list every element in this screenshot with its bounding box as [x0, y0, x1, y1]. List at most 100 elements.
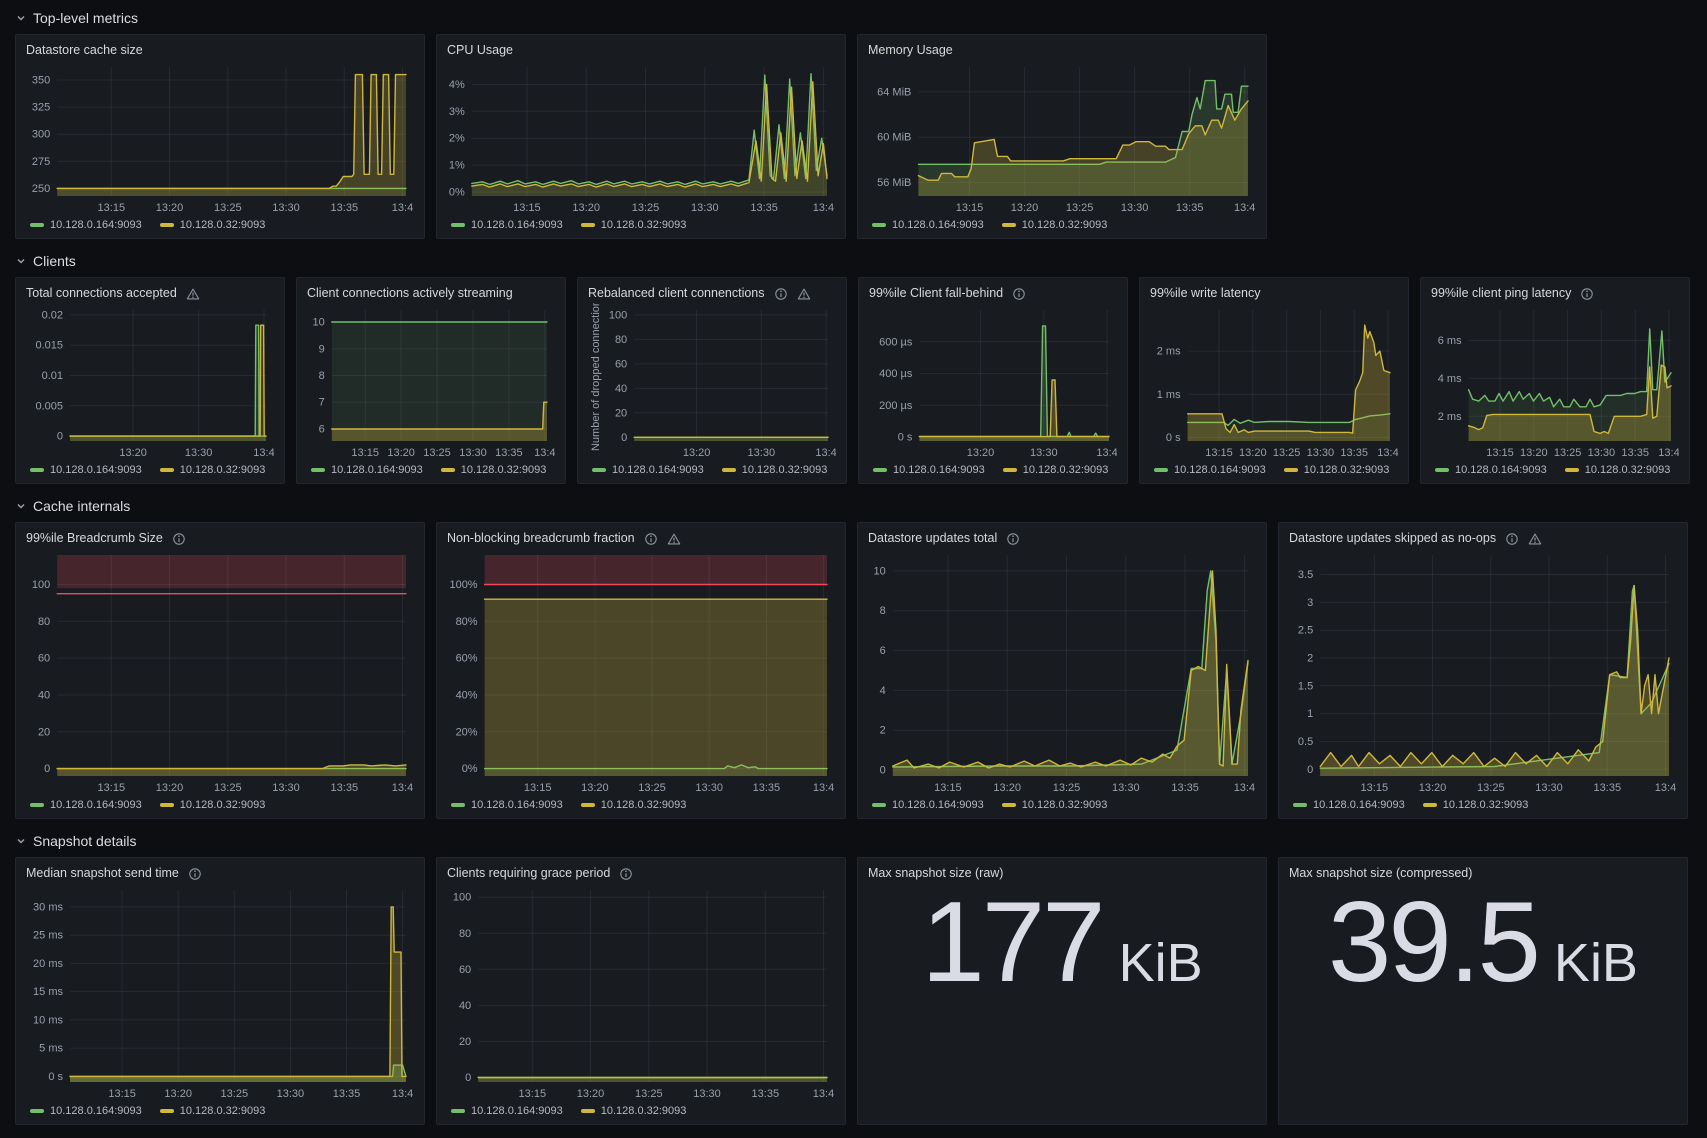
svg-text:13:35: 13:35	[753, 782, 781, 794]
legend-item[interactable]: 10.128.0.32:9093	[1422, 799, 1528, 811]
warning-icon[interactable]	[797, 287, 811, 301]
legend-item[interactable]: 10.128.0.32:9093	[580, 219, 686, 231]
legend-item[interactable]: 10.128.0.164:9093	[30, 1105, 142, 1117]
legend-item[interactable]: 10.128.0.32:9093	[1001, 799, 1107, 811]
legend-item[interactable]: 10.128.0.164:9093	[30, 799, 142, 811]
chart-median-snapshot-send-time[interactable]: 13:15 13:20 13:25 13:30 13:35 13:4 0 s 5 ms 10 m…	[26, 883, 414, 1101]
svg-text:0%: 0%	[462, 763, 478, 775]
info-icon[interactable]	[619, 867, 633, 881]
svg-text:13:25: 13:25	[635, 1088, 663, 1100]
section-header-clients[interactable]: Clients	[15, 253, 1692, 269]
svg-text:4%: 4%	[449, 79, 465, 91]
panel-title[interactable]: Client connections actively streaming	[307, 286, 513, 300]
section-header-cache-internals[interactable]: Cache internals	[15, 498, 1692, 514]
legend-item[interactable]: 10.128.0.32:9093	[721, 464, 827, 476]
legend-item[interactable]: 10.128.0.164:9093	[873, 464, 985, 476]
warning-icon[interactable]	[186, 287, 200, 301]
legend-item[interactable]: 10.128.0.32:9093	[1002, 464, 1108, 476]
legend-item[interactable]: 10.128.0.32:9093	[159, 219, 265, 231]
chart-99-ile-client-ping-latency[interactable]: 13:15 13:20 13:25 13:30 13:35 13:4 2 ms 4 ms 6 m…	[1431, 303, 1679, 460]
legend-item[interactable]: 10.128.0.164:9093	[592, 464, 704, 476]
legend: 10.128.0.164:9093 10.128.0.32:9093	[1150, 460, 1398, 479]
chart-rebalanced-client-connenctions[interactable]: 13:20 13:30 13:4 0 20 40 60 80 100 Number of drop…	[588, 303, 836, 460]
legend-item[interactable]: 10.128.0.32:9093	[580, 799, 686, 811]
svg-text:60%: 60%	[456, 653, 478, 665]
legend-item[interactable]: 10.128.0.32:9093	[580, 1105, 686, 1117]
svg-text:13:15: 13:15	[351, 447, 379, 459]
legend-item[interactable]: 10.128.0.164:9093	[1154, 464, 1266, 476]
warning-icon[interactable]	[667, 532, 681, 546]
panel-title[interactable]: CPU Usage	[447, 43, 513, 57]
panel-title[interactable]: Datastore updates skipped as no-ops	[1289, 531, 1497, 545]
panel-title[interactable]: Clients requiring grace period	[447, 866, 611, 880]
panel-title[interactable]: Datastore updates total	[868, 531, 998, 545]
panel-header: 99%ile write latency	[1150, 284, 1398, 303]
legend-item[interactable]: 10.128.0.32:9093	[159, 799, 265, 811]
info-icon[interactable]	[644, 532, 658, 546]
info-icon[interactable]	[1012, 287, 1026, 301]
chart-99-ile-breadcrumb-size[interactable]: 13:15 13:20 13:25 13:30 13:35 13:4 0 20 40 60 80 10…	[26, 548, 414, 795]
legend-item[interactable]: 10.128.0.164:9093	[1293, 799, 1405, 811]
series-label: 10.128.0.164:9093	[331, 463, 423, 476]
chart-datastore-cache-size[interactable]: 13:15 13:20 13:25 13:30 13:35 13:4 250 275 300 32…	[26, 60, 414, 215]
legend-item[interactable]: 10.128.0.164:9093	[451, 1105, 563, 1117]
svg-text:20: 20	[38, 726, 50, 738]
legend-item[interactable]: 10.128.0.32:9093	[159, 1105, 265, 1117]
svg-text:1: 1	[1307, 708, 1313, 720]
section-header-snapshot-details[interactable]: Snapshot details	[15, 833, 1692, 849]
panel-title[interactable]: Median snapshot send time	[26, 866, 179, 880]
legend-item[interactable]: 10.128.0.164:9093	[30, 219, 142, 231]
chart-total-connections-accepted[interactable]: 13:20 13:30 13:4 0 0.005 0.01 0.015 0.02	[26, 303, 274, 460]
info-icon[interactable]	[774, 287, 788, 301]
legend-item[interactable]: 10.128.0.32:9093	[440, 464, 546, 476]
series-label: 10.128.0.164:9093	[1174, 463, 1266, 476]
chart-cpu-usage[interactable]: 13:15 13:20 13:25 13:30 13:35 13:4 0% 1% 2% 3% 4%	[447, 60, 835, 215]
svg-text:0: 0	[880, 765, 886, 777]
legend-item[interactable]: 10.128.0.32:9093	[1001, 219, 1107, 231]
legend-item[interactable]: 10.128.0.164:9093	[1435, 464, 1547, 476]
legend-item[interactable]: 10.128.0.32:9093	[1283, 464, 1389, 476]
panel-title[interactable]: 99%ile Breadcrumb Size	[26, 531, 163, 545]
panel-title[interactable]: Total connections accepted	[26, 286, 177, 300]
panel-title[interactable]: 99%ile write latency	[1150, 286, 1261, 300]
legend-item[interactable]: 10.128.0.164:9093	[30, 464, 142, 476]
panel-title[interactable]: Non-blocking breadcrumb fraction	[447, 531, 635, 545]
chart-datastore-updates-skipped-as-no-ops[interactable]: 13:15 13:20 13:25 13:30 13:35 13:4 0 0.5 1 1.5 2 2.…	[1289, 548, 1677, 795]
warning-icon[interactable]	[1528, 532, 1542, 546]
legend-item[interactable]: 10.128.0.32:9093	[1564, 464, 1670, 476]
panel-title[interactable]: Max snapshot size (raw)	[868, 866, 1004, 880]
info-icon[interactable]	[188, 867, 202, 881]
svg-text:20 ms: 20 ms	[33, 958, 63, 970]
chart-memory-usage[interactable]: 13:15 13:20 13:25 13:30 13:35 13:4 56 MiB 60 Mi…	[868, 60, 1256, 215]
chart-99-ile-write-latency[interactable]: 13:15 13:20 13:25 13:30 13:35 13:4 0 s 1 ms 2 ms	[1150, 303, 1398, 460]
chart-non-blocking-breadcrumb-fraction[interactable]: 13:15 13:20 13:25 13:30 13:35 13:4 0% 20% 40% 60%…	[447, 548, 835, 795]
svg-text:600 µs: 600 µs	[879, 336, 913, 348]
info-icon[interactable]	[1580, 287, 1594, 301]
chart-99-ile-client-fall-behind[interactable]: 13:20 13:30 13:4 0 s 200 µs 400 µs 600 µs	[869, 303, 1117, 460]
svg-text:0 s: 0 s	[1166, 432, 1181, 444]
series-swatch	[159, 222, 174, 227]
chart-datastore-updates-total[interactable]: 13:15 13:20 13:25 13:30 13:35 13:4 0 2 4 6 8 10	[868, 548, 1256, 795]
panel-title[interactable]: Max snapshot size (compressed)	[1289, 866, 1473, 880]
panel-title[interactable]: 99%ile client ping latency	[1431, 286, 1572, 300]
legend-item[interactable]: 10.128.0.32:9093	[159, 464, 265, 476]
legend-item[interactable]: 10.128.0.164:9093	[451, 219, 563, 231]
panel-title[interactable]: Memory Usage	[868, 43, 953, 57]
chart-client-connections-actively-streaming[interactable]: 13:15 13:20 13:25 13:30 13:35 13:4 6 7 8 9 10	[307, 303, 555, 460]
info-icon[interactable]	[1006, 532, 1020, 546]
panel-title[interactable]: 99%ile Client fall-behind	[869, 286, 1004, 300]
svg-text:13:20: 13:20	[572, 202, 600, 214]
chart-clients-requiring-grace-period[interactable]: 13:15 13:20 13:25 13:30 13:35 13:4 0 20 40 60 80 10…	[447, 883, 835, 1101]
info-icon[interactable]	[1505, 532, 1519, 546]
info-icon[interactable]	[172, 532, 186, 546]
svg-text:13:4: 13:4	[815, 447, 836, 459]
series-swatch	[451, 1108, 465, 1113]
section-header-top-level-metrics[interactable]: Top-level metrics	[15, 10, 1692, 26]
legend-item[interactable]: 10.128.0.164:9093	[872, 219, 984, 231]
panel-title[interactable]: Datastore cache size	[26, 43, 143, 57]
panel-title[interactable]: Rebalanced client connenctions	[588, 286, 765, 300]
legend-item[interactable]: 10.128.0.164:9093	[451, 799, 563, 811]
svg-text:40%: 40%	[456, 690, 478, 702]
legend-item[interactable]: 10.128.0.164:9093	[311, 464, 423, 476]
legend-item[interactable]: 10.128.0.164:9093	[872, 799, 984, 811]
